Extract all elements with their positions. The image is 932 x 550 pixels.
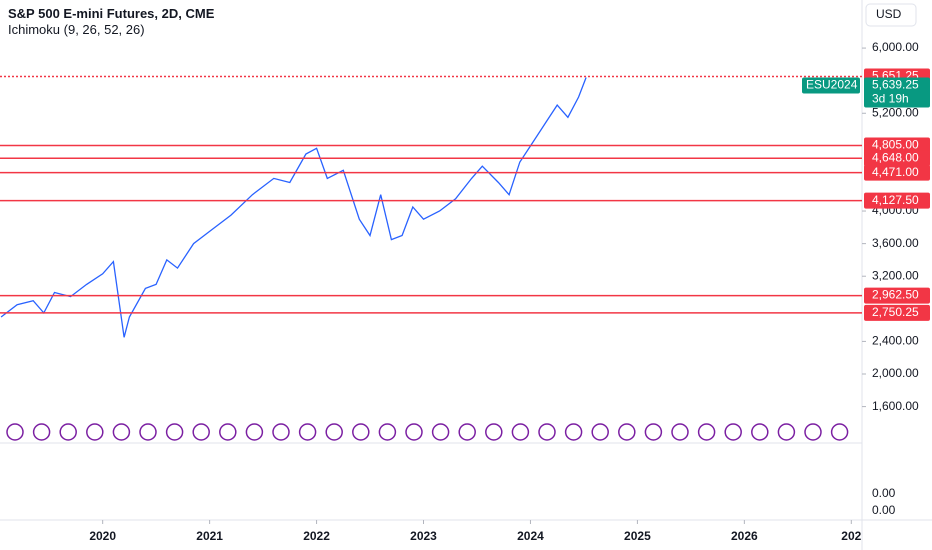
- symbol-label: ESU2024: [806, 78, 858, 92]
- event-icon: [485, 423, 503, 441]
- event-icon: [777, 423, 796, 441]
- event-icon: [219, 423, 237, 441]
- level-label-bg: [864, 150, 930, 167]
- x-tick-label: 2023: [410, 529, 437, 543]
- event-icon: [671, 423, 689, 441]
- event-icon: [405, 423, 423, 441]
- x-tick-label: 2022: [303, 529, 330, 543]
- event-icon: [86, 423, 104, 441]
- event-icon: [325, 423, 343, 441]
- event-icon: [458, 423, 476, 441]
- event-icon: [724, 423, 742, 441]
- event-icon: [830, 423, 849, 441]
- level-label-bg: [864, 287, 930, 304]
- x-tick-label: 202: [841, 529, 861, 543]
- event-icon: [431, 423, 450, 441]
- currency[interactable]: USD: [876, 7, 902, 21]
- event-icon: [378, 423, 397, 441]
- event-icon: [6, 423, 24, 441]
- currency-button[interactable]: [865, 3, 917, 27]
- event-icon: [564, 423, 583, 441]
- level-label-bg: [864, 304, 930, 321]
- price-line: [0, 77, 587, 338]
- level-label: 4,648.00: [872, 150, 919, 164]
- event-icon: [697, 423, 716, 441]
- y-tick-label: 2,400.00: [872, 334, 919, 348]
- level-label: 2,750.25: [872, 305, 919, 319]
- event-icon: [644, 423, 663, 441]
- event-icon: [618, 423, 636, 441]
- x-tick-label: 2021: [196, 529, 223, 543]
- event-icon: [591, 423, 609, 441]
- event-icon: [32, 423, 51, 441]
- x-tick-label: 2024: [517, 529, 544, 543]
- y-tick-label: 3,600.00: [872, 236, 919, 250]
- last-price-label: 5,639.25: [872, 78, 919, 92]
- event-icon: [298, 423, 317, 441]
- level-label-bg: [864, 192, 930, 209]
- event-icon: [272, 423, 290, 441]
- y-tick-label: 6,000.00: [872, 40, 919, 54]
- event-icon: [59, 423, 77, 441]
- x-tick-label: 2026: [731, 529, 758, 543]
- event-icon: [245, 423, 264, 441]
- symbol-bg: [802, 77, 860, 94]
- event-icon: [511, 423, 530, 441]
- x-tick-label: 2020: [89, 529, 116, 543]
- level-label-bg: [864, 137, 930, 154]
- y-tick-label: 1,600.00: [872, 399, 919, 413]
- lower-tick-label: 0.00: [872, 486, 896, 500]
- countdown: 3d 19h: [872, 92, 909, 106]
- y-tick-label: 2,000.00: [872, 366, 919, 380]
- event-icon: [804, 423, 822, 441]
- chart-title: S&P 500 E-mini Futures, 2D, CME: [8, 6, 215, 21]
- level-label: 4,127.50: [872, 193, 919, 207]
- event-icon: [139, 423, 157, 441]
- y-tick-label: 5,200.00: [872, 105, 919, 119]
- event-icon: [538, 423, 556, 441]
- event-icon: [352, 423, 370, 441]
- y-tick-label: 3,200.00: [872, 268, 919, 282]
- event-icon: [192, 423, 210, 441]
- event-icon: [165, 423, 184, 441]
- indicator-label: Ichimoku (9, 26, 52, 26): [8, 22, 145, 37]
- level-label: 2,962.50: [872, 288, 919, 302]
- x-tick-label: 2025: [624, 529, 651, 543]
- level-label: 4,471.00: [872, 165, 919, 179]
- level-label-bg: [864, 164, 930, 181]
- lower-tick-label: 0.00: [872, 503, 896, 517]
- last-price-bg: [864, 77, 930, 108]
- event-icon: [751, 423, 769, 441]
- level-label: 4,805.00: [872, 138, 919, 152]
- event-icon: [112, 423, 131, 441]
